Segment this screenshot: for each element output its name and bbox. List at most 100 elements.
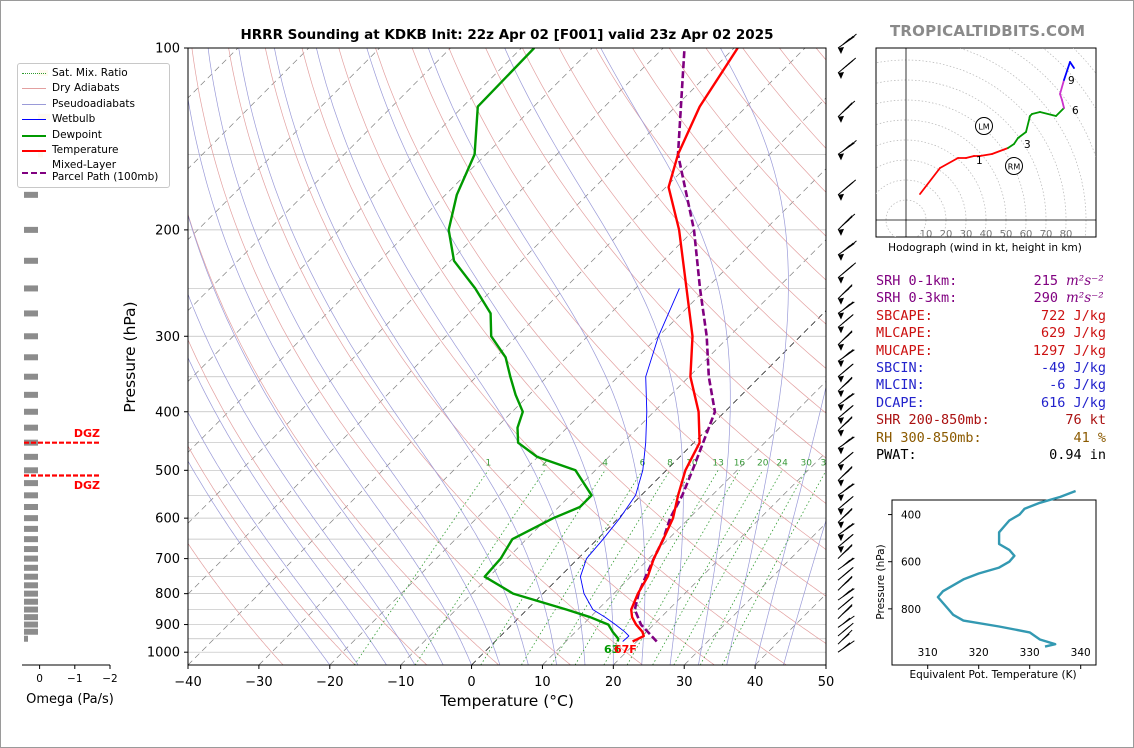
y-tick-label: 200 (155, 223, 180, 238)
isotherm-line (542, 380, 826, 665)
index-unit: m²s⁻² (1066, 273, 1104, 289)
thetae-x-tick-label: 330 (1020, 647, 1040, 659)
hodograph-segment (1007, 143, 1015, 149)
mixing-ratio-line (574, 470, 693, 665)
hodograph-segment (1063, 61, 1071, 81)
wind-barb-feather (845, 405, 853, 413)
index-label: RH 300-850mb: (876, 429, 982, 446)
omega-bar (24, 467, 38, 474)
y-tick-label: 700 (155, 552, 180, 567)
wind-barb-feather (848, 179, 857, 187)
x-tick-label: −30 (245, 675, 272, 690)
dry-adiabat-line (448, 48, 826, 504)
series-dewpoint (447, 48, 620, 642)
dry-adiabat-line (338, 48, 826, 644)
wind-barb-feather (842, 625, 850, 633)
hodograph-segment (1013, 137, 1019, 145)
legend-swatch (22, 73, 46, 74)
wind-barb (837, 330, 853, 351)
index-label: SRH 0-3km: (876, 290, 958, 307)
hodograph-ring-label: 70 (1040, 229, 1053, 240)
index-label: MLCIN: (876, 377, 925, 394)
wind-barb-feather (845, 534, 853, 542)
wind-barb-feather (845, 567, 853, 575)
wind-barb-feather (845, 522, 854, 530)
moist-adiabat-line (720, 48, 789, 665)
thetae-x-tick-label: 310 (918, 647, 938, 659)
hodograph-height-label: 9 (1068, 75, 1075, 87)
index-label: SRH 0-1km: (876, 273, 958, 289)
hodograph-segment (1059, 79, 1065, 95)
wind-barb (837, 405, 854, 425)
index-value: 0.94 in (1049, 447, 1106, 463)
index-value: 76 kt (1065, 412, 1106, 429)
hodograph-frame (875, 47, 1097, 238)
hodograph-segment (1031, 111, 1041, 115)
wind-barb (837, 33, 857, 54)
wind-barb (837, 363, 854, 383)
hodograph-segment (1069, 61, 1075, 69)
omega-bar (24, 582, 38, 589)
wind-barb-feather (845, 496, 853, 504)
hodograph-segment (1017, 131, 1027, 139)
hodograph-segment (991, 147, 1009, 155)
index-label: SBCIN: (876, 360, 925, 376)
index-value: 215 (1033, 273, 1058, 289)
mixing-ratio-label: 16 (734, 458, 746, 468)
mixing-ratio-label: 30 (801, 458, 813, 468)
moist-adiabat-line (188, 356, 387, 665)
y-tick-label: 800 (155, 587, 180, 602)
moist-adiabat-line (188, 96, 472, 665)
wind-barb (837, 496, 854, 516)
omega-bar (24, 503, 38, 510)
wind-barb-feather (847, 213, 856, 221)
wind-barb-feather (841, 633, 850, 641)
chart-title: HRRR Sounding at KDKB Init: 22z Apr 02 [… (240, 27, 774, 43)
y-tick-label: 100 (155, 42, 180, 57)
legend-swatch (22, 88, 46, 90)
omega-bar (24, 525, 38, 532)
wind-barb-flag (838, 297, 844, 305)
moist-adiabat-line (188, 214, 444, 665)
brand-logo-text: TROPICALTIDBITS.COM (890, 22, 1086, 40)
legend-swatch (22, 150, 46, 152)
x-tick-label: 0 (467, 675, 475, 690)
index-label: DCAPE: (876, 394, 925, 411)
wind-barb-feather (844, 545, 853, 552)
hodograph-lm-label: LM (978, 122, 989, 131)
wind-barb (837, 588, 855, 601)
wind-barb-flag (838, 193, 844, 201)
dry-adiabat-line (188, 542, 284, 665)
wind-barb-feather (844, 377, 853, 385)
thetae-y-tick-label: 800 (901, 604, 921, 616)
isotherm-line (683, 522, 826, 665)
wind-barb-flag (838, 417, 844, 425)
wind-barb (837, 622, 854, 637)
legend-label: Mixed-Layer Parcel Path (100mb) (52, 159, 159, 184)
index-unit: m²s⁻² (1066, 290, 1104, 307)
omega-bar (24, 628, 38, 635)
omega-tick-label: −1 (67, 673, 82, 685)
wind-barb (837, 483, 855, 502)
wind-barb-feather (849, 33, 857, 41)
omega-bar (24, 564, 38, 571)
wind-barb-feather (844, 509, 853, 516)
wind-barb (837, 629, 853, 645)
thetae-axis-label: Equivalent Pot. Temperature (K) (909, 669, 1076, 681)
mixing-ratio-label: 20 (757, 458, 769, 468)
wind-barb (837, 179, 857, 201)
omega-bar (24, 621, 38, 628)
wind-barb-feather (849, 139, 857, 147)
y-tick-label: 500 (155, 464, 180, 479)
wind-barb (837, 640, 855, 653)
legend-label: Dry Adiabats (52, 82, 120, 95)
wind-barb (837, 262, 857, 284)
y-tick-label: 600 (155, 512, 180, 527)
dry-adiabat-line (485, 48, 826, 459)
moist-adiabat-line (783, 519, 826, 665)
surface-dewpoint-label: 63 (604, 643, 619, 656)
y-tick-label: 900 (155, 618, 180, 633)
isotherm-line (188, 48, 735, 595)
isotherm-line (613, 451, 826, 665)
isotherm-line (329, 168, 826, 665)
